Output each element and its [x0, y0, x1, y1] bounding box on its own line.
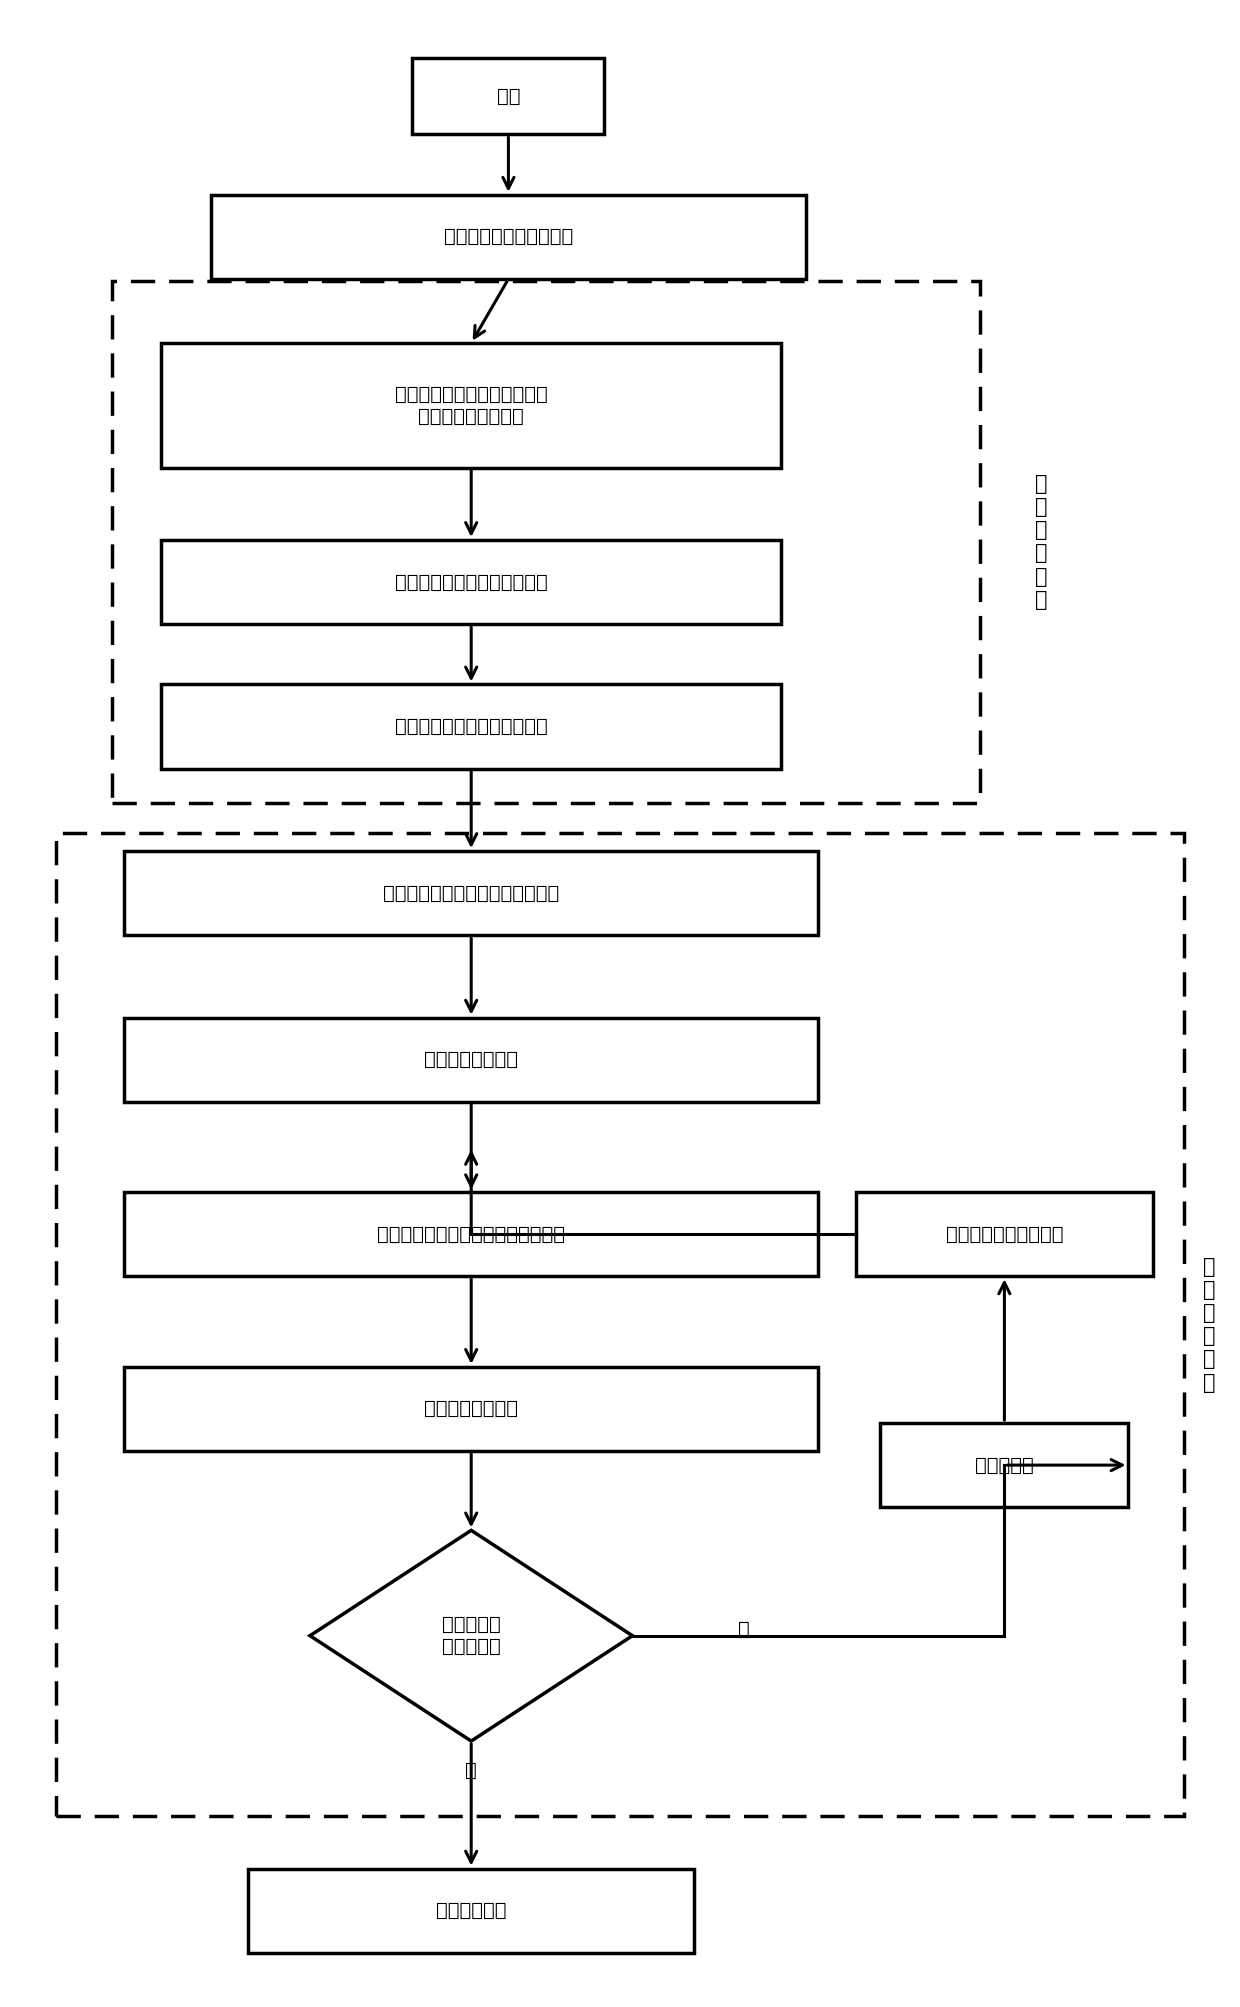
Text: 开始: 开始 — [497, 86, 520, 106]
FancyBboxPatch shape — [412, 58, 604, 134]
FancyBboxPatch shape — [161, 343, 781, 468]
FancyBboxPatch shape — [161, 540, 781, 624]
Text: 增加网络安全约束方程: 增加网络安全约束方程 — [946, 1224, 1063, 1244]
FancyBboxPatch shape — [856, 1192, 1153, 1276]
Text: 判断节点电
压是否越限: 判断节点电 压是否越限 — [441, 1616, 501, 1656]
Text: 得出各节点电动汾车最优充放电数量: 得出各节点电动汾车最优充放电数量 — [377, 1224, 565, 1244]
Text: 优化调度结束: 优化调度结束 — [436, 1901, 506, 1921]
FancyBboxPatch shape — [880, 1423, 1128, 1507]
Text: 计算灵敏度: 计算灵敏度 — [975, 1455, 1034, 1475]
Text: 预处理优化节点数: 预处理优化节点数 — [424, 1050, 518, 1070]
FancyBboxPatch shape — [124, 851, 818, 935]
Text: 是: 是 — [738, 1620, 750, 1640]
Text: 否: 否 — [465, 1760, 477, 1780]
Text: 建立第二阶段模型：以网损为目标: 建立第二阶段模型：以网损为目标 — [383, 883, 559, 903]
Text: 获取电网模型和实时数据: 获取电网模型和实时数据 — [444, 227, 573, 247]
FancyBboxPatch shape — [248, 1869, 694, 1953]
Polygon shape — [310, 1531, 632, 1740]
Text: 得到机组最优组合和有功出力: 得到机组最优组合和有功出力 — [394, 716, 548, 737]
Text: 第
一
阶
段
模
型: 第 一 阶 段 模 型 — [1035, 474, 1048, 610]
Text: 建立第一阶段模型：以发电成
本及环境成本为目标: 建立第一阶段模型：以发电成 本及环境成本为目标 — [394, 385, 548, 425]
Text: 第
二
阶
段
模
型: 第 二 阶 段 模 型 — [1203, 1256, 1215, 1393]
FancyBboxPatch shape — [211, 195, 806, 279]
Text: 检验网络安全约束: 检验网络安全约束 — [424, 1399, 518, 1419]
FancyBboxPatch shape — [124, 1018, 818, 1102]
FancyBboxPatch shape — [124, 1192, 818, 1276]
Text: 采用预处理策略提高求解效率: 采用预处理策略提高求解效率 — [394, 572, 548, 592]
FancyBboxPatch shape — [161, 684, 781, 769]
FancyBboxPatch shape — [124, 1367, 818, 1451]
